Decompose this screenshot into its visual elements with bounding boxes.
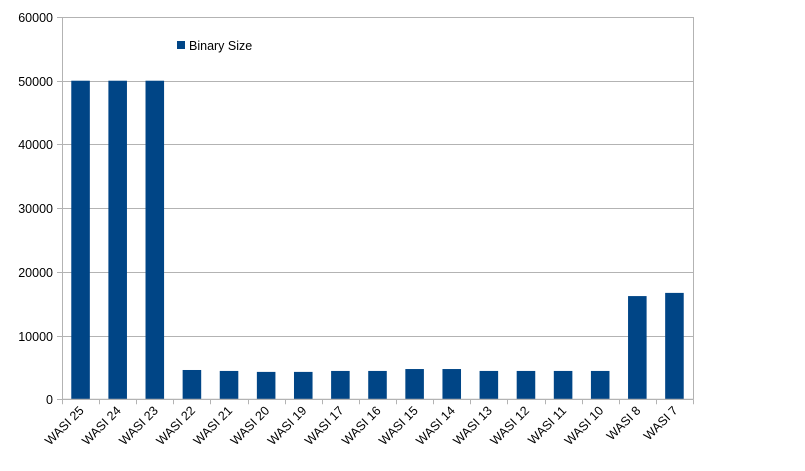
y-tick-label: 60000 [18, 11, 53, 25]
bar [628, 296, 647, 400]
legend-label: Binary Size [189, 39, 252, 53]
x-tick-label: WASI 23 [116, 403, 160, 447]
bar [71, 80, 90, 400]
y-tick-label: 30000 [18, 202, 53, 216]
bar [331, 370, 350, 400]
x-tick-label: WASI 16 [339, 403, 383, 447]
x-tick-label: WASI 13 [451, 403, 495, 447]
y-tick-label: 20000 [18, 266, 53, 280]
y-tick-label: 0 [46, 393, 53, 407]
x-tick-label: WASI 24 [79, 403, 123, 447]
bar [219, 370, 239, 400]
bar [665, 292, 684, 400]
x-tick-label: WASI 20 [228, 403, 272, 447]
bar [145, 80, 165, 400]
x-tick-label: WASI 25 [42, 403, 86, 447]
x-tick-label: WASI 17 [302, 403, 346, 447]
x-tick-label: WASI 19 [265, 403, 309, 447]
bar [516, 370, 536, 400]
x-tick-label: WASI 11 [525, 403, 569, 447]
legend: Binary Size [177, 39, 252, 53]
y-tick-label: 40000 [18, 138, 53, 152]
y-tick-label: 50000 [18, 75, 53, 89]
y-tick-label: 10000 [18, 330, 53, 344]
bar [590, 370, 610, 400]
bar [479, 370, 499, 400]
legend-swatch [177, 41, 185, 49]
bar [293, 371, 313, 400]
x-tick-label: WASI 10 [562, 403, 606, 447]
bar [368, 370, 387, 400]
bar [108, 80, 127, 400]
x-tick-label: WASI 21 [191, 403, 235, 447]
x-tick-label: WASI 8 [604, 403, 644, 443]
bar [553, 370, 573, 400]
x-tick-label: WASI 14 [413, 403, 457, 447]
bar [442, 369, 462, 400]
x-tick-label: WASI 15 [376, 403, 420, 447]
x-tick-label: WASI 12 [488, 403, 532, 447]
bar [256, 371, 276, 400]
x-tick-label: WASI 22 [154, 403, 198, 447]
bar [405, 369, 424, 400]
x-tick-label: WASI 7 [641, 403, 681, 443]
bar [182, 369, 202, 400]
